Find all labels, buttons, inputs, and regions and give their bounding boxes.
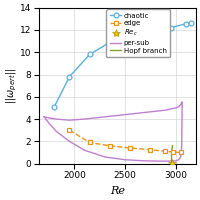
per-sub <box>144 160 146 162</box>
per-sub <box>164 109 167 111</box>
per-sub <box>43 116 45 118</box>
chaotic <box>68 76 71 78</box>
per-sub <box>104 116 106 118</box>
per-sub <box>144 111 146 114</box>
chaotic <box>139 37 141 39</box>
per-sub <box>179 156 182 158</box>
chaotic <box>190 22 192 24</box>
Line: per-sub: per-sub <box>44 102 182 161</box>
edge <box>109 145 111 147</box>
X-axis label: Re: Re <box>110 186 125 196</box>
per-sub <box>83 118 86 120</box>
per-sub <box>68 140 71 143</box>
per-sub <box>181 101 183 103</box>
edge <box>88 141 91 144</box>
Hopf branch <box>170 154 173 156</box>
edge <box>164 150 167 153</box>
chaotic <box>185 23 187 25</box>
Line: edge: edge <box>67 128 183 155</box>
per-sub <box>164 160 167 162</box>
edge <box>179 151 182 154</box>
per-sub <box>177 159 180 161</box>
per-sub <box>55 130 57 133</box>
per-sub <box>43 116 45 118</box>
per-sub <box>177 106 180 108</box>
per-sub <box>181 101 183 103</box>
Y-axis label: $||\omega_{pert}||$: $||\omega_{pert}||$ <box>4 67 19 104</box>
chaotic <box>109 41 111 43</box>
edge <box>68 129 71 131</box>
per-sub <box>83 149 86 151</box>
chaotic <box>88 53 91 56</box>
per-sub <box>48 117 50 119</box>
Hopf branch <box>171 145 174 147</box>
chaotic <box>53 106 55 108</box>
edge <box>171 151 174 153</box>
chaotic <box>169 27 172 29</box>
per-sub <box>68 119 71 121</box>
chaotic <box>124 40 126 42</box>
edge <box>129 147 131 149</box>
Hopf branch <box>171 149 173 151</box>
per-sub <box>55 118 57 120</box>
per-sub <box>180 146 183 148</box>
per-sub <box>104 156 106 158</box>
per-sub <box>174 160 177 162</box>
per-sub <box>124 159 126 161</box>
per-sub <box>48 122 50 125</box>
Hopf branch <box>170 161 173 164</box>
Legend: chaotic, edge, $Re_c$, per-sub, Hopf branch: chaotic, edge, $Re_c$, per-sub, Hopf bra… <box>106 9 170 57</box>
chaotic <box>154 28 157 30</box>
Line: chaotic: chaotic <box>52 20 193 109</box>
per-sub <box>179 103 182 106</box>
per-sub <box>174 107 177 109</box>
per-sub <box>124 113 126 116</box>
edge <box>149 149 152 151</box>
per-sub <box>180 101 183 104</box>
Hopf branch <box>170 158 173 160</box>
